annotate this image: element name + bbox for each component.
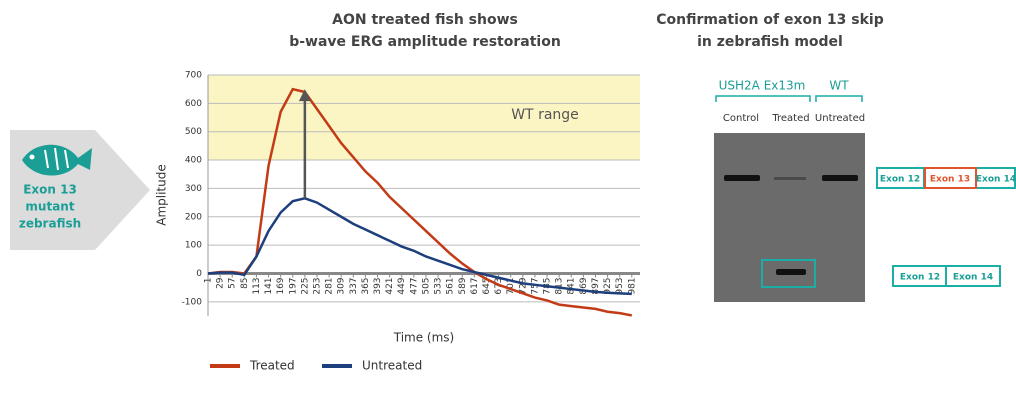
x-tick-label: 29: [216, 277, 226, 289]
x-tick-label: 281: [325, 277, 335, 294]
x-tick-label: 953: [615, 277, 625, 294]
x-tick-label: 169: [276, 277, 286, 294]
x-tick-label: 897: [591, 277, 601, 294]
x-tick-label: 225: [300, 277, 310, 294]
lane-label: Treated: [771, 113, 809, 124]
x-tick-label: 113: [252, 277, 262, 294]
x-tick-label: 729: [518, 277, 528, 294]
x-tick-label: 645: [482, 277, 492, 294]
y-tick-label: 0: [196, 269, 202, 279]
x-tick-label: 141: [264, 277, 274, 294]
group-label: WT: [829, 79, 849, 93]
x-tick-label: 85: [240, 277, 250, 288]
x-tick-label: 841: [567, 277, 577, 294]
x-tick-label: 365: [361, 277, 371, 294]
y-tick-label: 500: [185, 127, 202, 137]
legend-label: Treated: [249, 359, 295, 373]
chart-title: AON treated fish shows: [332, 12, 518, 28]
fish-label: zebrafish: [19, 217, 81, 231]
fish-icon: [22, 144, 92, 176]
gel-image: [714, 133, 865, 302]
x-tick-label: 813: [555, 277, 565, 294]
x-tick-label: 589: [458, 277, 468, 294]
x-tick-label: 505: [421, 277, 431, 294]
group-label: USH2A Ex13m: [719, 79, 806, 93]
x-tick-label: 197: [288, 277, 298, 294]
x-tick-label: 337: [349, 277, 359, 294]
x-tick-label: 393: [373, 277, 383, 294]
x-tick-label: 253: [312, 277, 322, 294]
fish-label: mutant: [25, 200, 74, 214]
exon-label: Exon 14: [976, 175, 1016, 185]
gel-title: Confirmation of exon 13 skip: [656, 12, 884, 28]
y-tick-label: 100: [185, 241, 202, 251]
y-tick-label: 400: [185, 156, 202, 166]
y-tick-label: 600: [185, 99, 202, 109]
gel-bands: [724, 175, 858, 275]
lane-label: Untreated: [815, 113, 865, 124]
bracket: [715, 95, 863, 102]
y-tick-label: 300: [185, 184, 202, 194]
exon-label: Exon 12: [900, 273, 940, 283]
exon-label: Exon 12: [880, 175, 920, 185]
chart-title: b-wave ERG amplitude restoration: [289, 34, 561, 50]
y-tick-label: -100: [182, 297, 203, 307]
y-tick-label: 700: [185, 71, 202, 81]
x-tick-label: 617: [470, 277, 480, 294]
x-tick-label: 309: [337, 277, 347, 294]
x-tick-label: 449: [397, 277, 407, 294]
line: [207, 197, 632, 296]
x-tick-label: 869: [579, 277, 589, 294]
y-axis-label: Amplitude: [155, 164, 169, 226]
arrow-head: [298, 89, 311, 102]
exon-label: Exon 14: [953, 273, 993, 283]
x-tick-label: 701: [506, 277, 516, 294]
x-tick-label: 477: [409, 277, 419, 294]
line: [207, 87, 633, 317]
legend-label: Untreated: [362, 359, 422, 373]
x-tick-label: 533: [434, 277, 444, 294]
x-tick-label: 1: [204, 277, 214, 283]
highlight-box: [761, 259, 816, 288]
x-tick-label: 925: [603, 277, 613, 294]
x-tick-label: 981: [627, 277, 637, 294]
gel-title: in zebrafish model: [697, 34, 843, 50]
x-tick-label: 561: [446, 277, 456, 294]
x-axis-label: Time (ms): [393, 331, 455, 345]
y-tick-label: 200: [185, 212, 202, 222]
lane-label: Control: [723, 113, 759, 124]
exon13-box: [924, 167, 977, 189]
x-tick-label: 421: [385, 277, 395, 294]
x-tick-label: 57: [228, 277, 238, 288]
band-label: WT range: [511, 107, 579, 123]
fish-label: Exon 13: [23, 183, 77, 197]
exon-label: Exon 13: [930, 175, 970, 185]
